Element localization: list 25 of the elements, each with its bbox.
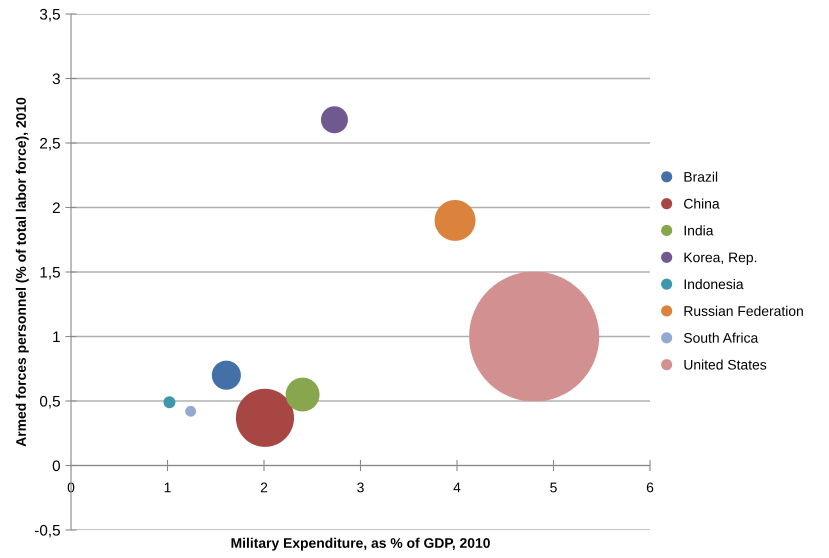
y-tick-label: 2 <box>52 202 60 214</box>
legend-label: Russian Federation <box>684 306 803 316</box>
y-tick-label: 3 <box>52 73 60 84</box>
x-axis-title: Military Expenditure, as % of GDP, 2010 <box>232 538 490 551</box>
x-tick-label: 2 <box>260 482 268 492</box>
legend-label: China <box>684 198 720 209</box>
y-tick-label: 1,5 <box>40 267 60 280</box>
y-tick-label: 2,5 <box>40 138 60 150</box>
y-tick-label: 1 <box>53 332 60 342</box>
legend-label: South Africa <box>684 332 758 343</box>
legend-label: Korea, Rep. <box>684 252 756 266</box>
legend-label: United States <box>684 359 766 370</box>
y-tick-label: 0 <box>52 460 60 472</box>
legend-label: India <box>684 225 714 236</box>
y-tick-label: -0,5 <box>34 524 60 538</box>
x-tick-label: 4 <box>453 482 460 492</box>
x-tick-label: 3 <box>357 482 364 492</box>
x-tick-label: 6 <box>646 482 654 492</box>
x-tick-label: 5 <box>550 482 557 492</box>
y-axis-title: Armed forces personnel (% of total labor force), 2010 <box>16 98 29 446</box>
y-tick-label: 3,5 <box>40 8 60 22</box>
legend-label: Indonesia <box>684 278 744 290</box>
x-tick-label: 1 <box>164 482 171 492</box>
y-tick-label: 0,5 <box>40 396 60 408</box>
legend-label: Brazil <box>684 172 718 182</box>
